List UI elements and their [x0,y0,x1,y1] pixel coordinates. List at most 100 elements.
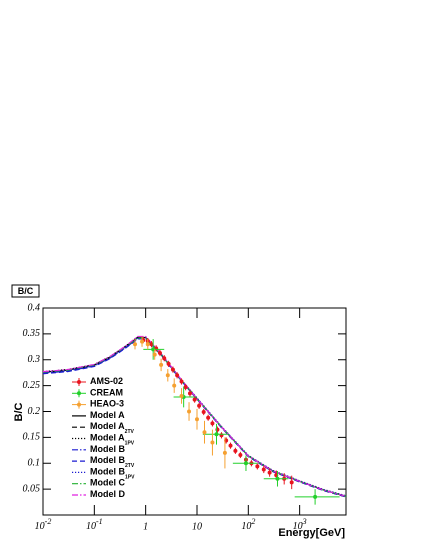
legend-label: Model D [90,489,125,499]
data-point [183,385,188,390]
y-tick-label: 0.4 [28,302,41,313]
data-point [165,373,170,378]
legend-subscript: 2TV [125,430,135,436]
y-tick-label: 0.3 [28,354,41,365]
y-tick-label: 0.35 [23,328,41,339]
legend-name: Model B [90,444,125,454]
x-tick-label-exponent: 3 [302,517,307,526]
legend-name: Model A [90,433,125,443]
data-point [238,452,243,457]
legend-label: Model B [90,444,125,454]
legend-label: Model B2TV [90,455,135,469]
y-axis-title: B/C [13,402,25,421]
data-point [152,352,157,357]
model-curve [42,337,347,498]
y-tick-label: 0.2 [28,406,41,417]
data-point [222,450,227,455]
data-point [140,339,145,344]
y-tick-label: 0.25 [23,380,41,391]
data-point [166,361,171,366]
legend-swatch [77,380,81,384]
legend-subscript: 1PV [125,441,135,447]
legend-name: AMS-02 [90,376,123,386]
x-tick-label: 102 [241,517,255,532]
data-point [157,351,162,356]
x-tick-label-exponent: -2 [45,517,52,526]
x-tick-label: 10-2 [35,517,52,532]
legend-name: Model A [90,422,125,432]
y-tick-label: 0.1 [28,458,41,469]
data-point [201,410,206,415]
model-curve [42,335,347,497]
data-point [175,373,180,378]
data-point [210,421,215,426]
legend-swatch [77,402,81,407]
legend-label: Model A1PV [90,433,135,447]
legend-name: Model B [90,467,125,477]
title-box [11,284,40,298]
model-curve [42,336,347,497]
legend-name: HEAO-3 [90,399,124,409]
y-tick-label: 0.05 [23,483,41,494]
x-tick-label-exponent: 2 [251,517,255,526]
legend-label: CREAM [90,388,123,398]
model-curve [42,337,347,498]
legend-label: AMS-02 [90,376,123,386]
x-tick-label-base: 10 [35,521,45,532]
model-curve [42,336,347,497]
legend-label: Model C [90,478,125,488]
x-tick-label-base: 10 [86,521,96,532]
legend-swatch [77,391,81,396]
legend-label: Model A2TV [90,422,135,436]
x-tick-label: 10 [192,521,202,532]
data-point [133,342,138,347]
data-point [170,367,175,372]
data-point [197,403,202,408]
x-axis-title: Energy[GeV] [278,527,345,539]
data-point [149,342,154,347]
data-point [233,448,238,453]
legend-name: Model B [90,455,125,465]
y-tick-label: 0.15 [23,432,41,443]
data-point [187,409,192,414]
x-tick-label-base: 10 [293,521,303,532]
data-point [192,397,197,402]
legend-label: HEAO-3 [90,399,124,409]
data-point [228,443,233,448]
plot-frame [42,307,347,516]
data-point [313,494,318,499]
model-curve [42,336,347,497]
x-tick-label: 1 [143,521,148,532]
legend-name: Model A [90,410,125,420]
data-point [255,464,260,469]
chart-title: B/C [18,286,34,296]
legend-name: Model C [90,478,125,488]
legend-subscript: 1PV [125,475,135,481]
data-point [289,480,294,485]
data-point [206,415,211,420]
data-point [275,476,280,481]
data-point [159,362,164,367]
data-point [243,461,248,466]
data-point [172,383,177,388]
data-point [210,440,215,445]
model-curve [42,337,347,497]
legend-label: Model B1PV [90,467,135,481]
data-point [145,342,150,347]
data-point [151,347,156,352]
x-tick-label: 10-1 [86,517,103,532]
data-point [261,467,266,472]
legend-label: Model A [90,410,125,420]
data-point [187,391,192,396]
legend-name: Model D [90,489,125,499]
data-point [194,417,199,422]
model-curve [42,337,347,497]
data-point [214,432,219,437]
data-point [202,430,207,435]
legend-name: CREAM [90,388,123,398]
data-point [162,356,167,361]
legend-subscript: 2TV [125,463,135,469]
data-point [267,470,272,475]
x-tick-label-base: 10 [241,521,251,532]
